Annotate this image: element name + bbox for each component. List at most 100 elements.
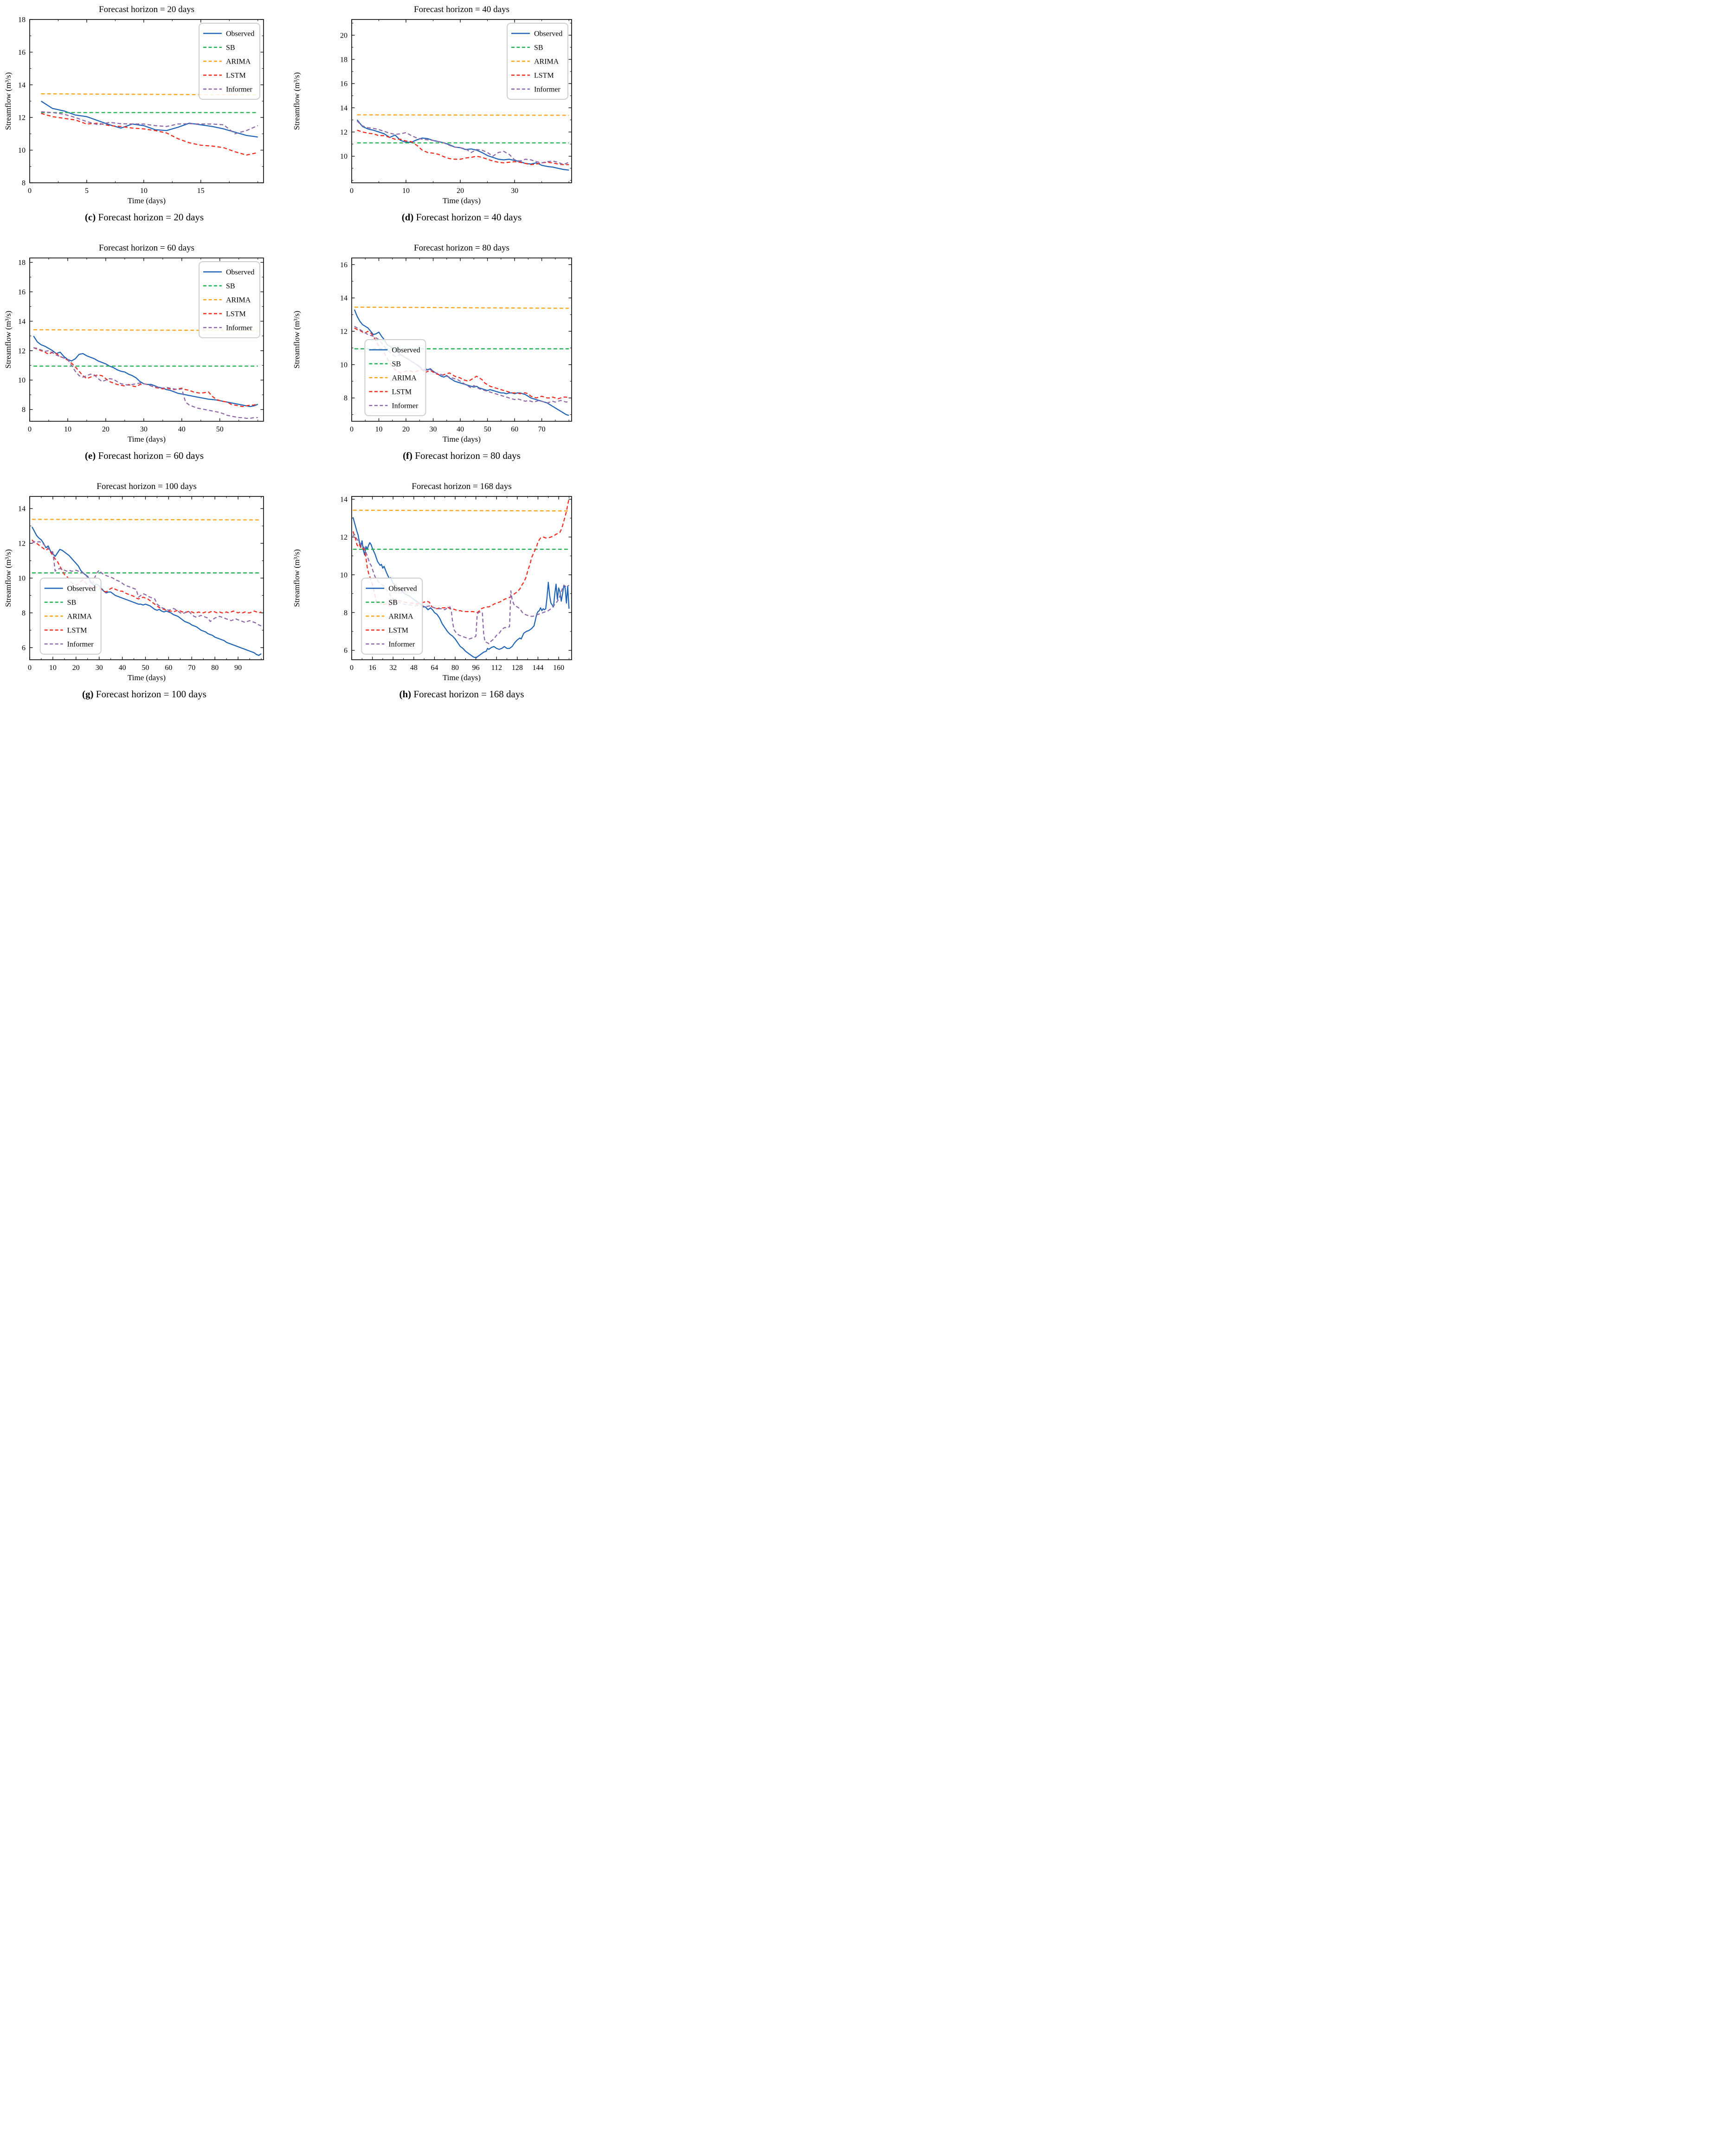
svg-text:50: 50 — [484, 425, 491, 433]
svg-text:Streamflow (m³/s): Streamflow (m³/s) — [4, 311, 13, 369]
svg-text:10: 10 — [375, 425, 383, 433]
svg-text:Observed: Observed — [388, 585, 417, 593]
svg-text:50: 50 — [216, 425, 224, 433]
svg-text:0: 0 — [28, 664, 32, 672]
chart-forecast-80-days: Forecast horizon = 80 days Streamflow (m³… — [292, 243, 572, 444]
svg-text:Time (days): Time (days) — [128, 435, 166, 444]
svg-text:8: 8 — [22, 609, 26, 617]
svg-text:48: 48 — [410, 664, 418, 672]
svg-text:20: 20 — [72, 664, 80, 672]
svg-text:12: 12 — [18, 347, 26, 355]
svg-text:128: 128 — [512, 664, 523, 672]
chart-forecast-100-days: Forecast horizon = 100 days Streamflow (m… — [4, 482, 264, 682]
svg-text:LSTM: LSTM — [67, 627, 87, 635]
svg-text:12: 12 — [340, 328, 348, 336]
svg-text:LSTM: LSTM — [226, 310, 246, 318]
svg-text:12: 12 — [340, 534, 348, 541]
caption-label: (c) — [84, 212, 96, 223]
svg-text:0: 0 — [350, 664, 354, 672]
svg-text:ARIMA: ARIMA — [67, 613, 92, 621]
svg-text:ARIMA: ARIMA — [226, 58, 251, 66]
svg-text:Streamflow (m³/s): Streamflow (m³/s) — [292, 72, 301, 130]
svg-text:10: 10 — [340, 153, 348, 161]
svg-text:14: 14 — [340, 496, 348, 504]
svg-text:10: 10 — [340, 361, 348, 369]
svg-text:8: 8 — [22, 406, 26, 414]
svg-text:8: 8 — [22, 180, 26, 187]
svg-text:15: 15 — [197, 187, 205, 195]
svg-text:14: 14 — [340, 104, 348, 112]
panel-e: Forecast horizon = 60 days Streamflow (m³… — [0, 240, 289, 474]
chart-forecast-20-days: Forecast horizon = 20 days Streamflow (m³… — [4, 5, 264, 205]
svg-text:SB: SB — [67, 599, 77, 607]
svg-text:12: 12 — [18, 114, 26, 122]
svg-text:Observed: Observed — [534, 30, 562, 38]
caption-text: Forecast horizon = 60 days — [98, 450, 204, 461]
svg-text:Observed: Observed — [226, 269, 254, 277]
svg-text:Forecast horizon = 40 days: Forecast horizon = 40 days — [414, 5, 509, 14]
caption-text: Forecast horizon = 168 days — [413, 689, 524, 700]
svg-text:0: 0 — [28, 187, 32, 195]
svg-text:40: 40 — [457, 425, 464, 433]
svg-text:Streamflow (m³/s): Streamflow (m³/s) — [4, 72, 13, 130]
svg-text:18: 18 — [340, 56, 348, 64]
svg-text:112: 112 — [491, 664, 502, 672]
caption-label: (e) — [84, 450, 96, 461]
svg-text:30: 30 — [511, 187, 518, 195]
svg-text:40: 40 — [178, 425, 186, 433]
svg-text:ARIMA: ARIMA — [392, 374, 417, 382]
svg-text:16: 16 — [340, 80, 348, 88]
legend: Observed SB ARIMA LSTM Informer — [39, 578, 102, 655]
svg-text:30: 30 — [430, 425, 437, 433]
svg-text:ARIMA: ARIMA — [226, 296, 251, 304]
svg-text:8: 8 — [344, 394, 348, 402]
svg-text:90: 90 — [234, 664, 242, 672]
svg-text:60: 60 — [165, 664, 172, 672]
svg-text:50: 50 — [142, 664, 149, 672]
svg-text:16: 16 — [340, 261, 348, 269]
svg-text:Observed: Observed — [392, 347, 420, 354]
svg-text:Informer: Informer — [392, 402, 419, 410]
svg-text:Time (days): Time (days) — [443, 196, 481, 205]
svg-text:10: 10 — [402, 187, 410, 195]
svg-text:20: 20 — [102, 425, 109, 433]
panel-c: Forecast horizon = 20 days Streamflow (m³… — [0, 2, 289, 236]
svg-text:LSTM: LSTM — [388, 627, 408, 635]
svg-text:Forecast horizon = 80 days: Forecast horizon = 80 days — [414, 243, 509, 253]
svg-text:Informer: Informer — [388, 641, 415, 649]
svg-text:70: 70 — [188, 664, 195, 672]
chart-forecast-40-days: Forecast horizon = 40 days Streamflow (m³… — [292, 5, 572, 205]
svg-text:30: 30 — [96, 664, 103, 672]
svg-text:144: 144 — [533, 664, 544, 672]
caption-label: (f) — [403, 450, 413, 461]
svg-text:ARIMA: ARIMA — [388, 613, 413, 621]
svg-text:0: 0 — [28, 425, 32, 433]
svg-text:160: 160 — [553, 664, 564, 672]
caption-label: (g) — [82, 689, 94, 700]
svg-text:10: 10 — [18, 147, 26, 154]
svg-text:12: 12 — [18, 540, 26, 548]
svg-text:Forecast horizon = 168 days: Forecast horizon = 168 days — [412, 482, 511, 491]
svg-text:Observed: Observed — [67, 585, 96, 593]
caption-c: (c) Forecast horizon = 20 days — [0, 212, 289, 236]
svg-text:40: 40 — [119, 664, 126, 672]
svg-text:ARIMA: ARIMA — [534, 58, 559, 66]
svg-text:10: 10 — [340, 571, 348, 579]
svg-text:10: 10 — [49, 664, 57, 672]
panel-f: Forecast horizon = 80 days Streamflow (m³… — [289, 240, 577, 474]
svg-text:0: 0 — [350, 187, 354, 195]
svg-text:80: 80 — [211, 664, 219, 672]
panel-d: Forecast horizon = 40 days Streamflow (m³… — [289, 2, 577, 236]
caption-text: Forecast horizon = 20 days — [98, 212, 204, 223]
svg-text:LSTM: LSTM — [226, 72, 246, 80]
svg-text:16: 16 — [18, 49, 26, 57]
svg-text:64: 64 — [431, 664, 438, 672]
svg-text:14: 14 — [18, 505, 26, 513]
caption-e: (e) Forecast horizon = 60 days — [0, 450, 289, 474]
caption-d: (d) Forecast horizon = 40 days — [289, 212, 577, 236]
svg-text:SB: SB — [392, 360, 401, 368]
svg-text:Forecast horizon = 60 days: Forecast horizon = 60 days — [99, 243, 194, 253]
svg-text:16: 16 — [18, 288, 26, 296]
svg-text:30: 30 — [140, 425, 148, 433]
figure-grid: Forecast horizon = 20 days Streamflow (m³… — [0, 0, 577, 713]
